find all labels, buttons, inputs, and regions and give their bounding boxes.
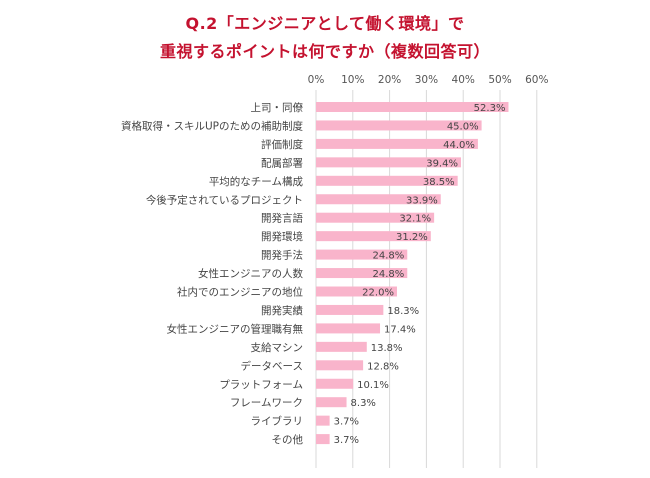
- category-label: フレームワーク: [230, 397, 303, 409]
- category-label: 開発実績: [261, 304, 303, 317]
- bar: [316, 323, 381, 334]
- value-label: 32.1%: [399, 214, 431, 225]
- bar: [316, 397, 347, 408]
- x-tick-label: 40%: [452, 74, 475, 86]
- value-label: 44.0%: [443, 140, 475, 151]
- bar: [316, 175, 458, 186]
- x-tick-label: 60%: [525, 74, 548, 86]
- value-label: 12.8%: [367, 361, 399, 372]
- category-label: 配属部署: [261, 156, 303, 169]
- bar: [316, 434, 330, 445]
- value-label: 24.8%: [372, 269, 404, 280]
- x-tick-label: 20%: [378, 74, 401, 86]
- value-label: 38.5%: [423, 177, 455, 188]
- bar: [316, 360, 364, 371]
- bar: [316, 120, 482, 131]
- bar: [316, 341, 367, 352]
- category-label: 資格取得・スキルUPのための補助制度: [121, 119, 304, 132]
- category-label: 女性エンジニアの管理職有無: [167, 322, 304, 335]
- bar: [316, 378, 354, 389]
- bar: [316, 268, 408, 279]
- bar: [316, 157, 461, 168]
- x-tick-label: 10%: [341, 74, 364, 86]
- bar: [316, 249, 408, 260]
- bar: [316, 138, 478, 149]
- value-label: 3.7%: [334, 417, 359, 428]
- value-label: 33.9%: [406, 195, 438, 206]
- bar: [316, 415, 330, 426]
- x-tick-label: 50%: [488, 74, 511, 86]
- category-label: 女性エンジニアの人数: [198, 267, 303, 280]
- chart-title-line-1: Q.2「エンジニアとして働く環境」で: [185, 14, 465, 33]
- category-label: プラットフォーム: [219, 379, 303, 391]
- value-label: 45.0%: [447, 121, 479, 132]
- category-label: ライブラリ: [251, 415, 304, 428]
- value-label: 24.8%: [372, 251, 404, 262]
- category-label: 平均的なチーム構成: [209, 175, 304, 188]
- value-label: 13.8%: [371, 343, 403, 354]
- x-tick-label: 0%: [308, 74, 325, 86]
- bar: [316, 304, 384, 315]
- value-label: 18.3%: [387, 306, 419, 317]
- category-label: 開発手法: [261, 249, 303, 262]
- x-tick-label: 30%: [415, 74, 438, 86]
- category-label: 上司・同僚: [251, 101, 304, 114]
- value-label: 31.2%: [396, 232, 428, 243]
- value-label: 10.1%: [357, 380, 389, 391]
- category-label: 社内でのエンジニアの地位: [177, 286, 303, 299]
- bar: [316, 212, 435, 223]
- bar: [316, 194, 441, 205]
- value-label: 39.4%: [426, 158, 458, 169]
- value-label: 52.3%: [474, 103, 506, 114]
- category-label: その他: [272, 433, 304, 446]
- value-label: 17.4%: [384, 324, 416, 335]
- value-label: 8.3%: [351, 398, 376, 409]
- category-label: 評価制度: [261, 138, 303, 151]
- category-label: 開発環境: [261, 230, 303, 243]
- chart-title-line-2: 重視するポイントは何ですか（複数回答可）: [159, 42, 490, 61]
- category-label: 支給マシン: [251, 341, 304, 354]
- bar: [316, 102, 509, 112]
- bar: [316, 286, 397, 297]
- category-label: 今後予定されているプロジェクト: [146, 193, 303, 206]
- category-label: データベース: [241, 359, 303, 372]
- bar: [316, 231, 431, 242]
- category-label: 開発言語: [261, 212, 303, 225]
- value-label: 3.7%: [334, 435, 359, 446]
- value-label: 22.0%: [362, 288, 394, 299]
